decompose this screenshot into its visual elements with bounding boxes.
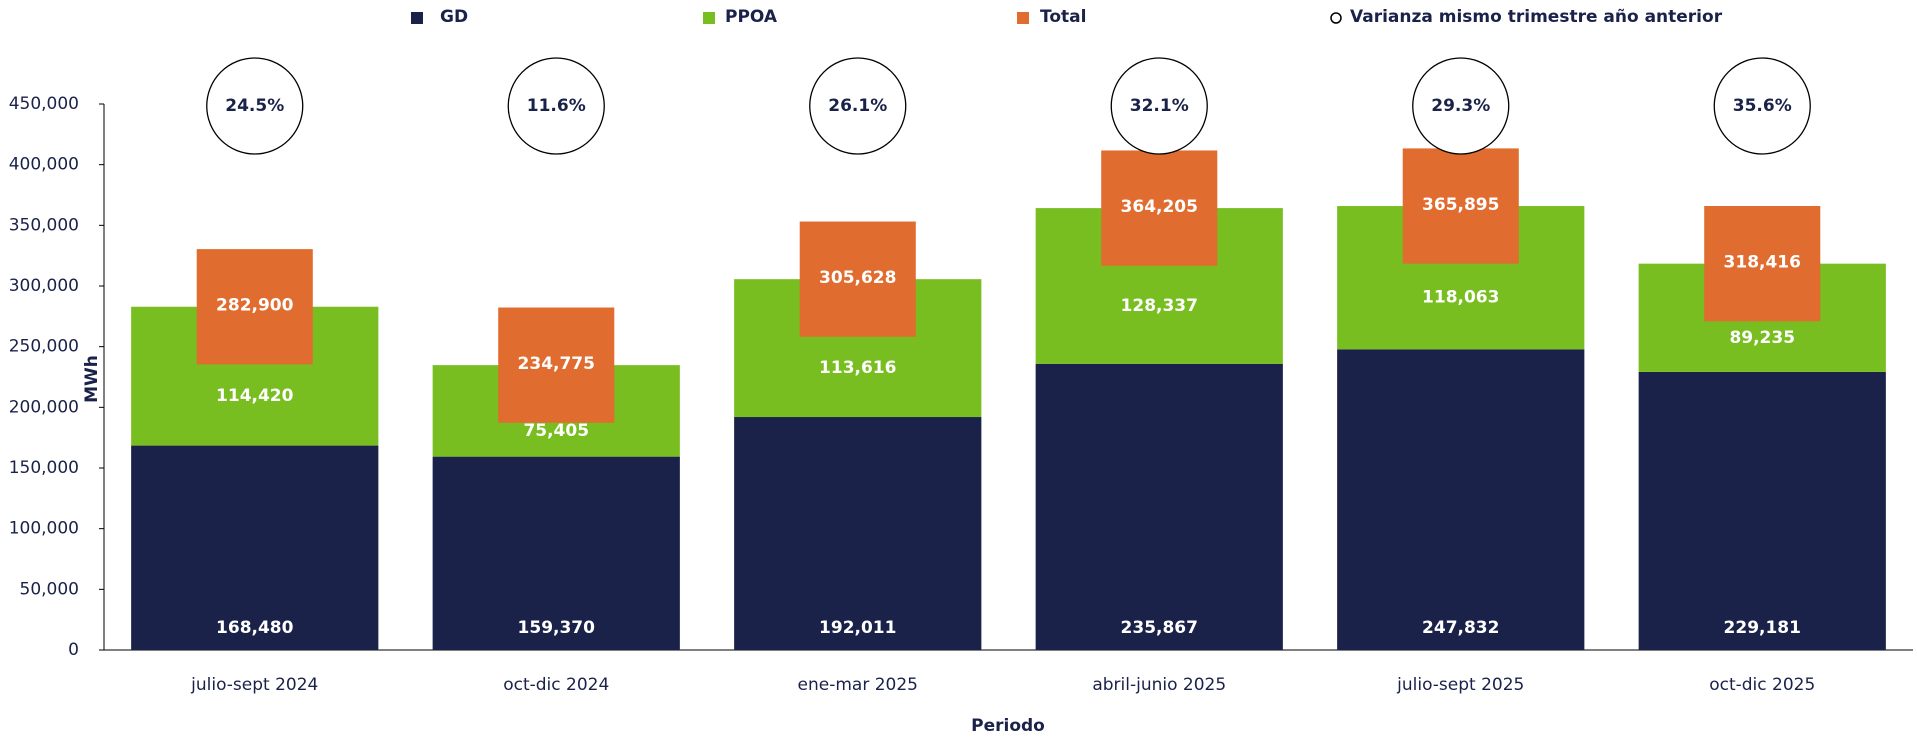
x-tick-label: ene-mar 2025: [798, 675, 918, 695]
bar-value-label: 89,235: [1729, 328, 1795, 348]
bar-value-label: 235,867: [1121, 618, 1198, 638]
variance-label: 26.1%: [828, 96, 887, 116]
y-tick-label: 350,000: [9, 215, 79, 235]
total-box: [196, 249, 313, 365]
bar-value-label: 229,181: [1724, 618, 1801, 638]
bar-value-label: 114,420: [216, 386, 294, 406]
y-tick-label: 50,000: [20, 579, 79, 599]
x-axis-label: Periodo: [971, 716, 1045, 736]
total-box: [1101, 150, 1218, 266]
legend-label: GD: [440, 7, 468, 27]
legend-label: Total: [1040, 7, 1086, 27]
variance-circle: [507, 57, 605, 155]
y-axis-label: MWh: [82, 355, 102, 403]
bar-segment: [1337, 349, 1585, 650]
legend-marker: [411, 12, 423, 24]
variance-circle: [1412, 57, 1510, 155]
x-tick-label: oct-dic 2024: [503, 675, 609, 695]
variance-label: 11.6%: [527, 96, 586, 116]
variance-circle: [1110, 57, 1208, 155]
legend-label: PPOA: [725, 7, 778, 27]
bar-value-label: 118,063: [1422, 288, 1499, 308]
total-value-label: 364,205: [1121, 197, 1198, 217]
y-tick-label: 450,000: [9, 94, 79, 114]
x-tick-label: julio-sept 2025: [1396, 675, 1524, 695]
variance-label: 32.1%: [1130, 96, 1189, 116]
bar-value-label: 192,011: [819, 618, 896, 638]
total-value-label: 234,775: [518, 354, 595, 374]
y-tick-label: 0: [68, 640, 79, 660]
bar-value-label: 159,370: [518, 618, 596, 638]
x-tick-label: julio-sept 2024: [190, 675, 318, 695]
y-tick-label: 400,000: [9, 155, 79, 175]
bar-segment: [1638, 371, 1886, 650]
bar-value-label: 75,405: [523, 421, 589, 441]
x-tick-label: abril-junio 2025: [1092, 675, 1226, 695]
bar-value-label: 113,616: [819, 358, 896, 378]
bar-value-label: 128,337: [1121, 296, 1198, 316]
bar-value-label: 247,832: [1422, 618, 1499, 638]
legend-marker: [703, 12, 715, 24]
total-value-label: 365,895: [1422, 195, 1499, 215]
bar-segment: [131, 445, 379, 650]
bar-value-label: 168,480: [216, 618, 294, 638]
total-value-label: 318,416: [1724, 253, 1801, 273]
y-tick-label: 250,000: [9, 337, 79, 357]
x-tick-label: oct-dic 2025: [1709, 675, 1815, 695]
y-tick-label: 200,000: [9, 397, 79, 417]
total-box: [799, 221, 916, 337]
y-tick-label: 300,000: [9, 276, 79, 296]
total-box: [1402, 148, 1519, 264]
legend-marker: [1017, 12, 1029, 24]
bar-segment: [734, 417, 982, 650]
variance-circle: [206, 57, 304, 155]
legend-label: Varianza mismo trimestre año anterior: [1350, 7, 1723, 27]
total-value-label: 305,628: [819, 268, 896, 288]
variance-label: 35.6%: [1733, 96, 1792, 116]
variance-circle: [1713, 57, 1811, 155]
total-box: [1704, 206, 1821, 322]
legend-marker: [1330, 12, 1342, 24]
bar-segment: [1035, 363, 1283, 650]
variance-label: 29.3%: [1431, 96, 1490, 116]
variance-label: 24.5%: [225, 96, 284, 116]
total-box: [498, 307, 615, 423]
total-value-label: 282,900: [216, 296, 294, 316]
variance-circle: [809, 57, 907, 155]
y-tick-label: 100,000: [9, 519, 79, 539]
bar-segment: [432, 456, 680, 650]
y-tick-label: 150,000: [9, 458, 79, 478]
